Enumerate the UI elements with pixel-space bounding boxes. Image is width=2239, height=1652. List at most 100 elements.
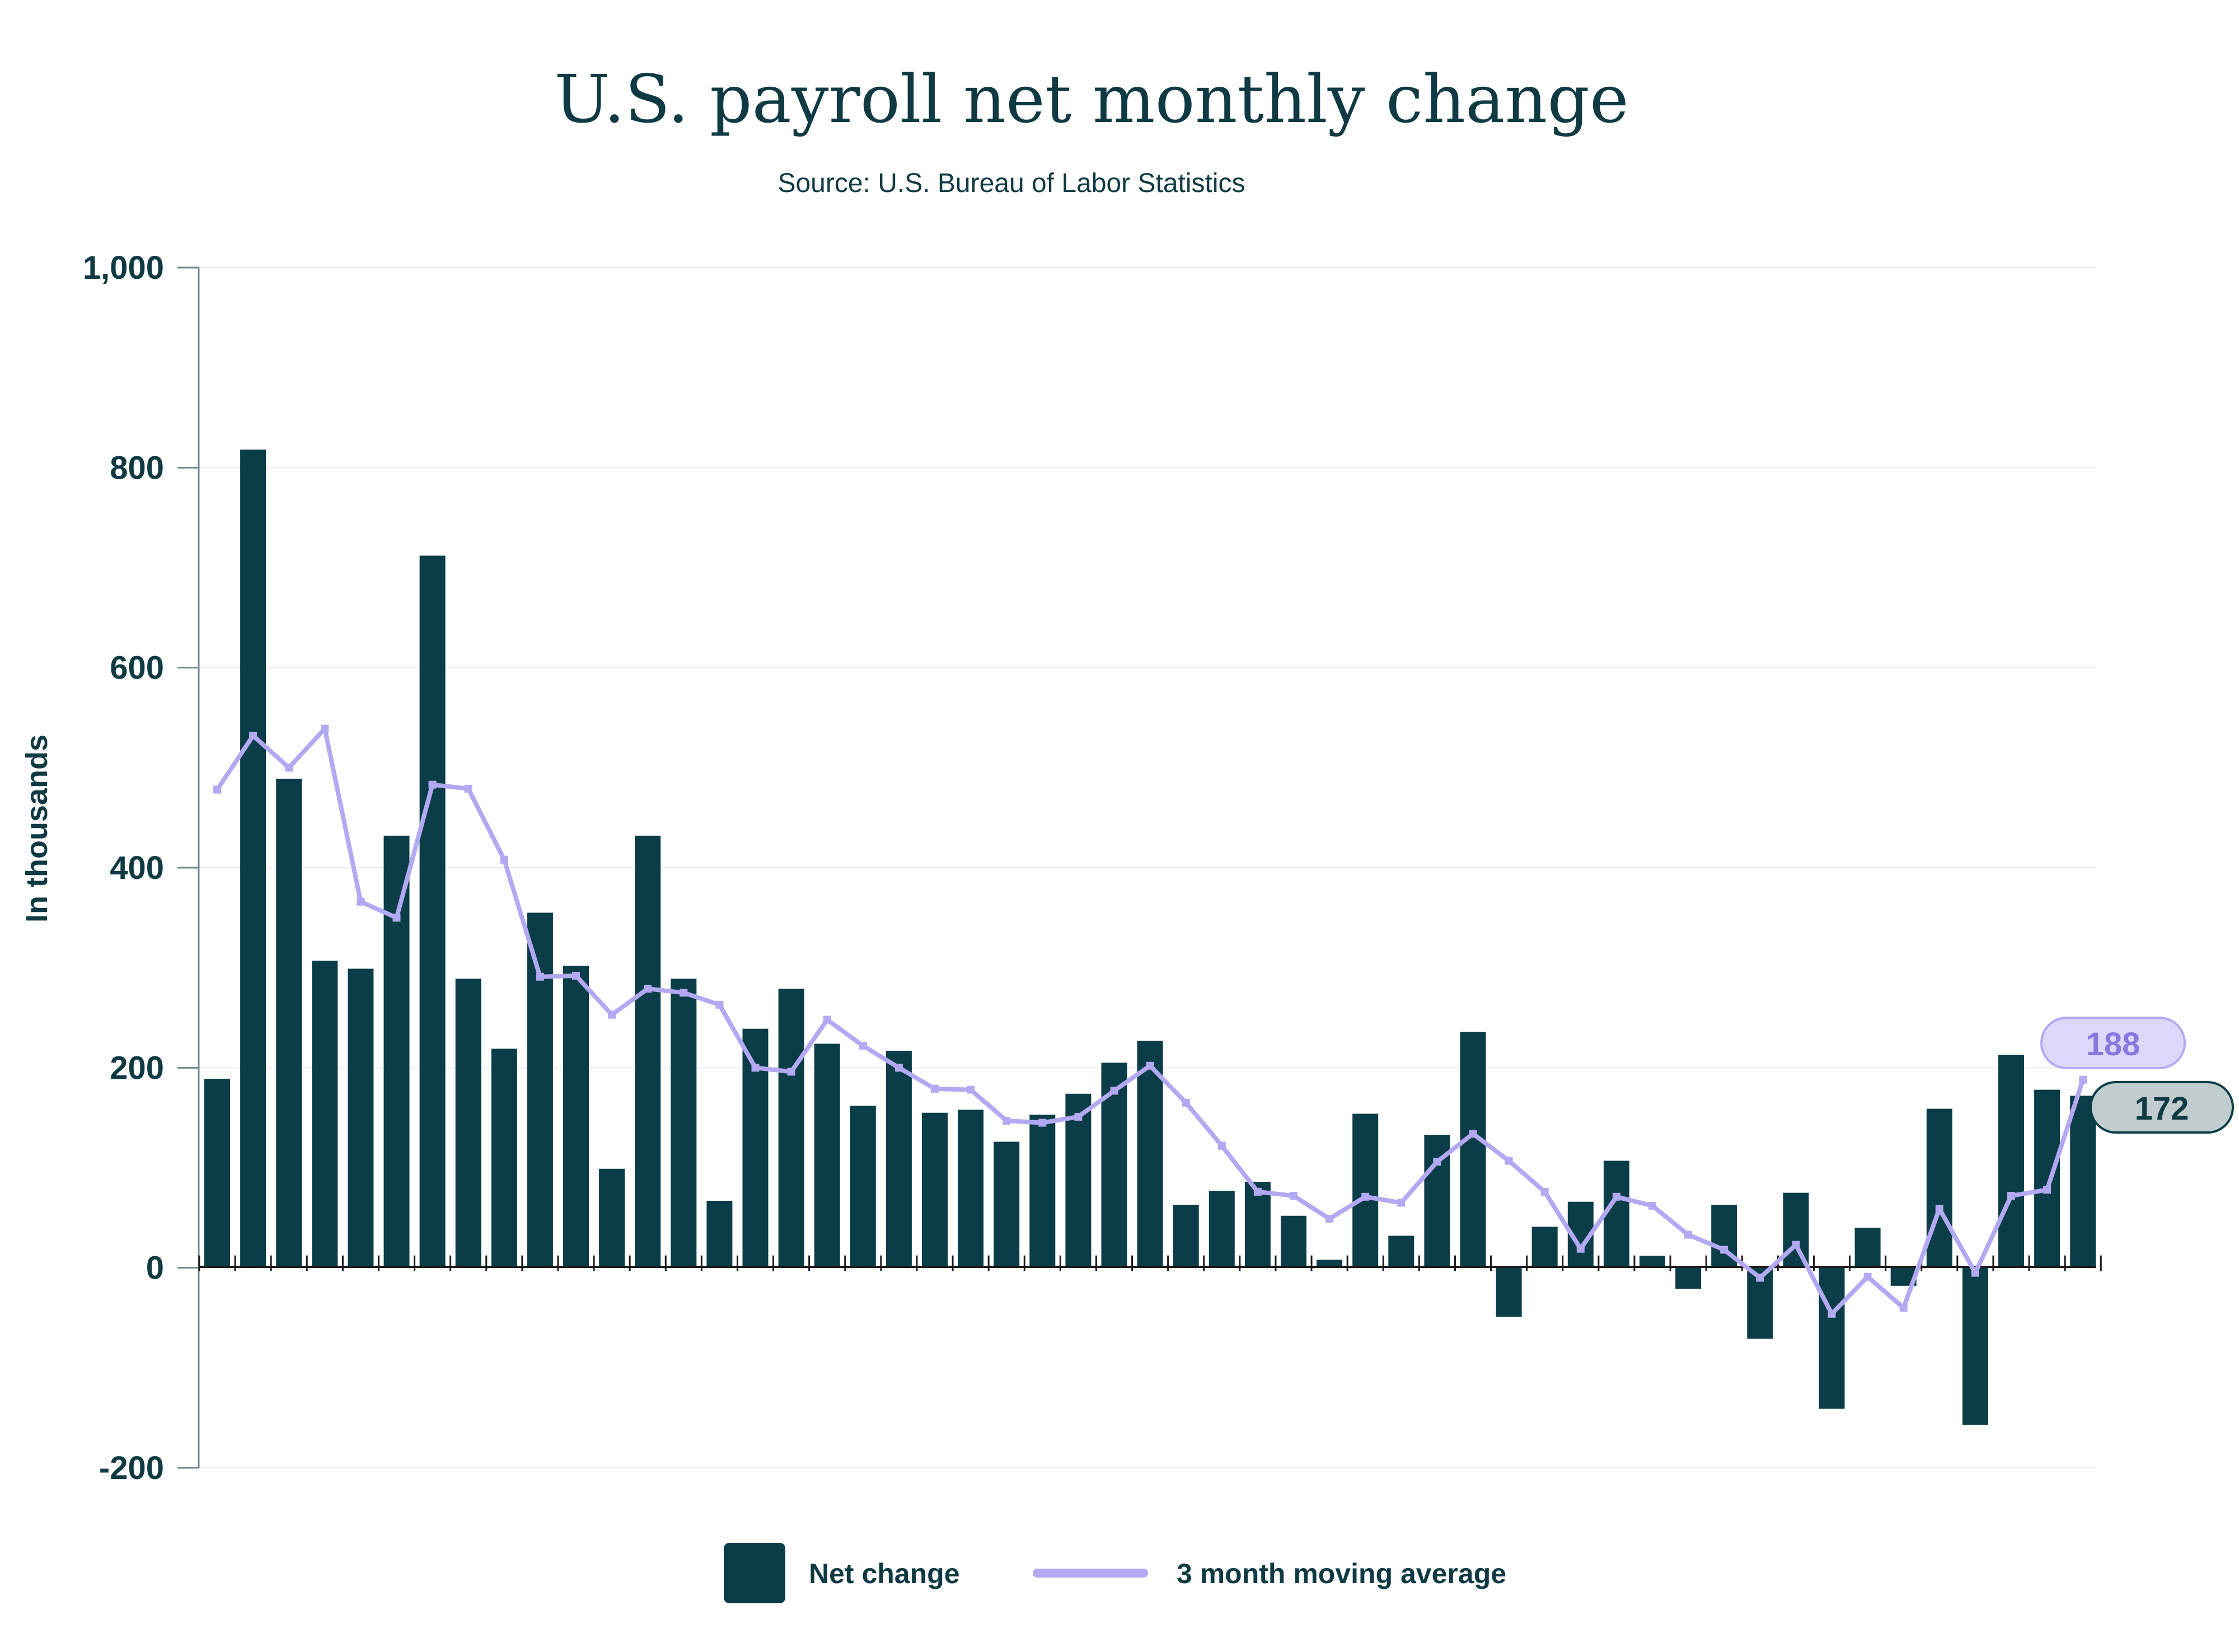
bar bbox=[958, 1110, 984, 1268]
bar bbox=[1460, 1032, 1486, 1268]
bar bbox=[599, 1168, 625, 1268]
bar bbox=[1388, 1236, 1414, 1268]
y-tick-label: 1,000 bbox=[83, 250, 164, 286]
moving-average-point bbox=[859, 1042, 867, 1050]
bar bbox=[2070, 1096, 2096, 1268]
moving-average-point bbox=[1397, 1199, 1406, 1207]
legend: Net change 3 month moving average bbox=[724, 1543, 1506, 1603]
moving-average-point bbox=[1325, 1215, 1334, 1223]
bar bbox=[1675, 1267, 1702, 1289]
moving-average-point bbox=[213, 785, 221, 794]
moving-average-point bbox=[1648, 1201, 1656, 1210]
bar bbox=[635, 835, 661, 1268]
bar bbox=[1029, 1115, 1056, 1268]
bar bbox=[312, 961, 338, 1268]
moving-average-point bbox=[1828, 1309, 1836, 1318]
moving-average-point bbox=[1253, 1187, 1262, 1196]
bar bbox=[276, 778, 302, 1268]
bar bbox=[886, 1050, 912, 1268]
bar bbox=[419, 555, 446, 1268]
moving-average-point bbox=[1935, 1205, 1943, 1213]
moving-average-point bbox=[249, 732, 257, 740]
moving-average-point bbox=[1433, 1158, 1441, 1166]
bar bbox=[1783, 1192, 1809, 1268]
moving-average-point bbox=[1290, 1192, 1298, 1200]
y-tick-label: 200 bbox=[110, 1050, 164, 1086]
y-tick-label: -200 bbox=[99, 1450, 164, 1486]
moving-average-point bbox=[500, 855, 508, 864]
moving-average-point bbox=[392, 914, 401, 922]
y-axis-label: In thousands bbox=[20, 734, 54, 923]
moving-average-point bbox=[2079, 1075, 2087, 1084]
y-tick-labels: -200 0 200 400 600 800 1,000 bbox=[83, 250, 164, 1486]
chart-title: U.S. payroll net monthly change bbox=[554, 60, 1629, 138]
callout-net-change-value: 172 bbox=[2135, 1091, 2189, 1127]
legend-net-change-label: Net change bbox=[809, 1558, 960, 1589]
bar bbox=[455, 979, 481, 1268]
bar bbox=[204, 1078, 230, 1268]
moving-average-point bbox=[787, 1068, 795, 1076]
bar bbox=[527, 912, 553, 1268]
bar bbox=[814, 1043, 840, 1268]
moving-average-point bbox=[608, 1010, 616, 1019]
moving-average-point bbox=[931, 1084, 939, 1093]
moving-average-point bbox=[1361, 1192, 1370, 1201]
moving-average-point bbox=[321, 724, 329, 733]
callout-net-change-box bbox=[2090, 1081, 2234, 1134]
moving-average-point bbox=[1720, 1246, 1729, 1254]
moving-average-point bbox=[357, 897, 365, 906]
moving-average-point bbox=[715, 1000, 724, 1009]
moving-average-point bbox=[536, 972, 544, 981]
legend-net-change-swatch bbox=[724, 1543, 785, 1603]
bar bbox=[1603, 1160, 1629, 1268]
bar bbox=[671, 979, 697, 1268]
moving-average-point bbox=[1756, 1274, 1764, 1282]
bar bbox=[1352, 1113, 1379, 1268]
moving-average-point bbox=[1971, 1269, 1979, 1277]
moving-average-point bbox=[1576, 1244, 1585, 1253]
moving-average-point bbox=[1684, 1230, 1693, 1239]
moving-average-point bbox=[1863, 1272, 1872, 1281]
bar bbox=[383, 835, 410, 1268]
moving-average-point bbox=[1612, 1192, 1620, 1201]
bar bbox=[1998, 1055, 2024, 1268]
moving-average-point bbox=[894, 1064, 903, 1072]
bar bbox=[1819, 1267, 1845, 1409]
bar bbox=[850, 1106, 876, 1268]
legend-moving-average-label: 3 month moving average bbox=[1177, 1558, 1506, 1589]
bar bbox=[706, 1200, 733, 1268]
moving-average-point bbox=[1540, 1187, 1549, 1196]
bar bbox=[1962, 1267, 1988, 1425]
bars bbox=[204, 450, 2096, 1425]
moving-average-point bbox=[1469, 1130, 1477, 1138]
moving-average-point bbox=[572, 971, 580, 980]
moving-average-point bbox=[1217, 1141, 1226, 1150]
bar bbox=[1640, 1256, 1665, 1268]
bar bbox=[240, 450, 266, 1268]
y-tick-label: 800 bbox=[110, 450, 164, 486]
moving-average-line bbox=[213, 724, 2087, 1318]
moving-average-point bbox=[1110, 1087, 1118, 1095]
moving-average-point bbox=[680, 989, 688, 997]
moving-average-point bbox=[2007, 1192, 2015, 1200]
moving-average-point bbox=[967, 1085, 975, 1094]
bar bbox=[1926, 1108, 1952, 1268]
callout-moving-average-value: 188 bbox=[2086, 1026, 2140, 1063]
callout-net-change: 172 bbox=[2090, 1081, 2234, 1134]
bar bbox=[1281, 1215, 1306, 1268]
moving-average-point bbox=[1182, 1098, 1190, 1107]
moving-average-point bbox=[1792, 1241, 1800, 1249]
bar bbox=[491, 1049, 517, 1268]
bar bbox=[1244, 1182, 1271, 1268]
moving-average-point bbox=[644, 985, 652, 993]
moving-average-point bbox=[2043, 1186, 2051, 1194]
bar bbox=[1065, 1093, 1092, 1268]
moving-average-point bbox=[823, 1015, 831, 1024]
gridlines bbox=[177, 266, 2096, 1469]
moving-average-point bbox=[428, 780, 437, 789]
bar bbox=[1209, 1191, 1235, 1268]
callout-moving-average: 188 bbox=[2040, 1017, 2186, 1069]
y-tick-label: 600 bbox=[110, 650, 164, 686]
moving-average-point bbox=[1146, 1061, 1154, 1070]
